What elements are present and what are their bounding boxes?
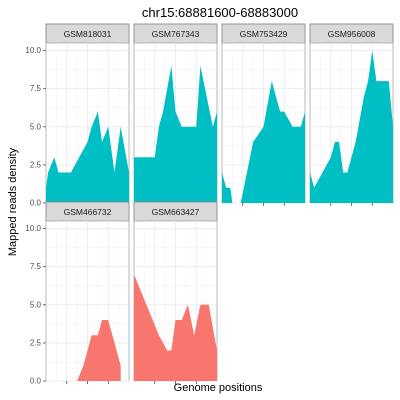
facet-GSM818031: GSM818031 0.0 2.5 5.0 7.5 10.0: [25, 23, 130, 208]
density-area: [222, 81, 305, 203]
strip-label: GSM753429: [240, 29, 288, 39]
facet-GSM753429: GSM753429: [221, 23, 306, 206]
gridlines: [46, 221, 129, 382]
y-tick-label: 10.0: [25, 46, 41, 55]
facet-GSM956008: GSM956008: [309, 23, 394, 206]
density-area: [134, 65, 217, 203]
y-tick-label: 2.5: [30, 338, 42, 347]
strip-label: GSM767343: [152, 29, 200, 39]
chart-title: chr15:68881600-68883000: [142, 5, 298, 20]
y-axis-title: Mapped reads density: [7, 147, 19, 256]
strip-label: GSM956008: [328, 29, 376, 39]
density-area: [77, 320, 121, 381]
strip-label: GSM466732: [64, 207, 112, 217]
y-tick-label: 5.0: [30, 300, 42, 309]
density-area: [46, 111, 129, 203]
facet-panels: GSM818031 0.0 2.5 5.0 7.5 10.0 GSM767343 GSM753…: [25, 23, 394, 386]
strip-label: GSM663427: [152, 207, 200, 217]
y-tick-label: 2.5: [30, 160, 42, 169]
y-tick-label: 7.5: [30, 84, 42, 93]
y-tick-label: 0.0: [30, 377, 42, 386]
y-tick-label: 10.0: [25, 224, 41, 233]
facet-GSM767343: GSM767343: [133, 23, 218, 204]
facet-GSM466732: GSM466732 0.0 2.5 5.0 7.5 10.0: [25, 201, 130, 386]
y-tick-label: 5.0: [30, 122, 42, 131]
y-tick-label: 0.0: [30, 199, 42, 208]
facet-GSM663427: GSM663427: [133, 201, 218, 384]
x-axis-title: Genome positions: [174, 382, 263, 394]
density-area: [310, 50, 393, 204]
strip-label: GSM818031: [64, 29, 112, 39]
density-area: [134, 274, 217, 381]
y-tick-label: 7.5: [30, 262, 42, 271]
